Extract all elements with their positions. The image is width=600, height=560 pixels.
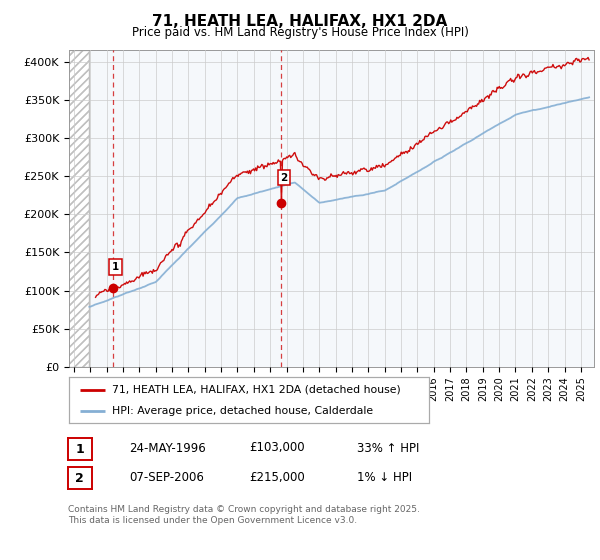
Bar — [89, 50, 600, 367]
Bar — [89, 50, 600, 367]
Text: 71, HEATH LEA, HALIFAX, HX1 2DA: 71, HEATH LEA, HALIFAX, HX1 2DA — [152, 14, 448, 29]
Text: Contains HM Land Registry data © Crown copyright and database right 2025.: Contains HM Land Registry data © Crown c… — [68, 505, 419, 514]
Text: 71, HEATH LEA, HALIFAX, HX1 2DA (detached house): 71, HEATH LEA, HALIFAX, HX1 2DA (detache… — [112, 385, 401, 395]
Text: This data is licensed under the Open Government Licence v3.0.: This data is licensed under the Open Gov… — [68, 516, 357, 525]
Text: 1% ↓ HPI: 1% ↓ HPI — [357, 470, 412, 484]
Text: 1: 1 — [76, 442, 84, 456]
Text: Price paid vs. HM Land Registry's House Price Index (HPI): Price paid vs. HM Land Registry's House … — [131, 26, 469, 39]
Text: 1: 1 — [112, 262, 119, 272]
Text: 24-MAY-1996: 24-MAY-1996 — [129, 441, 206, 455]
Text: HPI: Average price, detached house, Calderdale: HPI: Average price, detached house, Cald… — [112, 407, 373, 416]
Text: 33% ↑ HPI: 33% ↑ HPI — [357, 441, 419, 455]
Text: 2: 2 — [280, 172, 287, 183]
Bar — [66, 50, 89, 367]
Text: 2: 2 — [76, 472, 84, 485]
Text: 07-SEP-2006: 07-SEP-2006 — [129, 470, 204, 484]
Text: £215,000: £215,000 — [249, 470, 305, 484]
Text: £103,000: £103,000 — [249, 441, 305, 455]
